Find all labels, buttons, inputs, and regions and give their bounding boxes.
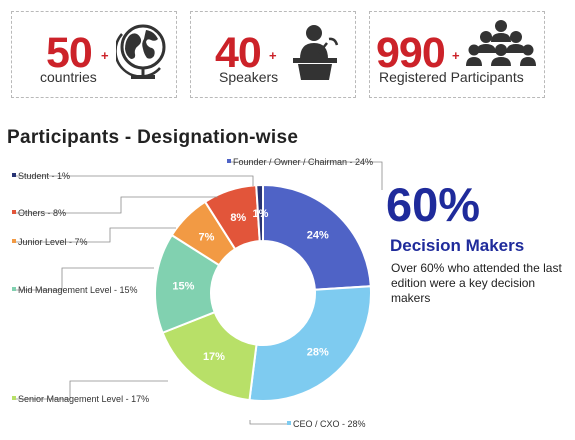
category-label: Student - 1%: [18, 171, 70, 181]
donut-slice: [262, 183, 372, 291]
slice-data-label: 15%: [172, 280, 194, 292]
leader-line: [15, 175, 254, 186]
stat-plus: +: [452, 48, 460, 63]
donut-slice: [255, 183, 264, 243]
stat-label: countries: [40, 69, 97, 85]
stat-label: Speakers: [219, 69, 279, 85]
leader-line: [15, 227, 176, 243]
decision-makers-percent: 60%: [386, 178, 481, 231]
legend-marker: [12, 173, 16, 177]
stat-label: Registered Participants: [379, 69, 524, 85]
legend-marker: [12, 239, 16, 243]
stat-number: 50: [46, 29, 93, 77]
stat-number: 990: [376, 29, 446, 77]
slice-data-label: 28%: [307, 346, 329, 358]
chart-labels: 24% Founder / Owner / Chairman - 24% 28% CE…: [12, 157, 373, 429]
slice-data-label: 8%: [230, 212, 246, 224]
slice-data-label: 17%: [203, 351, 225, 363]
decision-makers-label: Decision Makers: [390, 236, 525, 255]
stat-number: 40: [215, 29, 262, 77]
leader-line: [15, 196, 218, 214]
speaker-podium-icon: [293, 25, 339, 80]
legend-marker: [12, 287, 16, 291]
globe-icon: [116, 24, 166, 79]
stat-countries: 50 + countries: [11, 11, 177, 98]
donut-slice: [248, 285, 372, 402]
leader-line: [249, 420, 290, 425]
leader-lines: [15, 161, 383, 425]
category-label: CEO / CXO - 28%: [293, 419, 366, 429]
category-label: Senior Management Level - 17%: [18, 394, 149, 404]
category-label: Founder / Owner / Chairman - 24%: [233, 157, 373, 167]
stat-participants: 990 + Registered Participants: [369, 11, 545, 98]
category-label: Others - 8%: [18, 208, 66, 218]
legend-marker: [12, 396, 16, 400]
legend-marker: [227, 159, 231, 163]
stat-plus: +: [101, 48, 109, 63]
legend-marker: [12, 210, 16, 214]
category-label: Junior Level - 7%: [18, 237, 88, 247]
stat-plus: +: [269, 48, 277, 63]
donut-slices: [154, 183, 372, 402]
decision-makers-description: Over 60% who attended the last edition w…: [391, 261, 562, 305]
slice-data-label: 24%: [307, 230, 329, 242]
slice-data-label: 1%: [253, 208, 269, 220]
legend-marker: [287, 421, 291, 425]
leader-line: [15, 267, 154, 291]
page-title: Participants - Designation-wise: [7, 127, 299, 148]
slice-data-label: 7%: [198, 231, 214, 243]
people-group-icon: [466, 20, 536, 66]
leader-line: [15, 380, 168, 400]
category-label: Mid Management Level - 15%: [18, 285, 138, 295]
stat-speakers: 40 + Speakers: [190, 11, 356, 98]
designation-donut-chart: 24% Founder / Owner / Chairman - 24% 28% CE…: [12, 157, 383, 429]
leader-line: [230, 161, 383, 190]
